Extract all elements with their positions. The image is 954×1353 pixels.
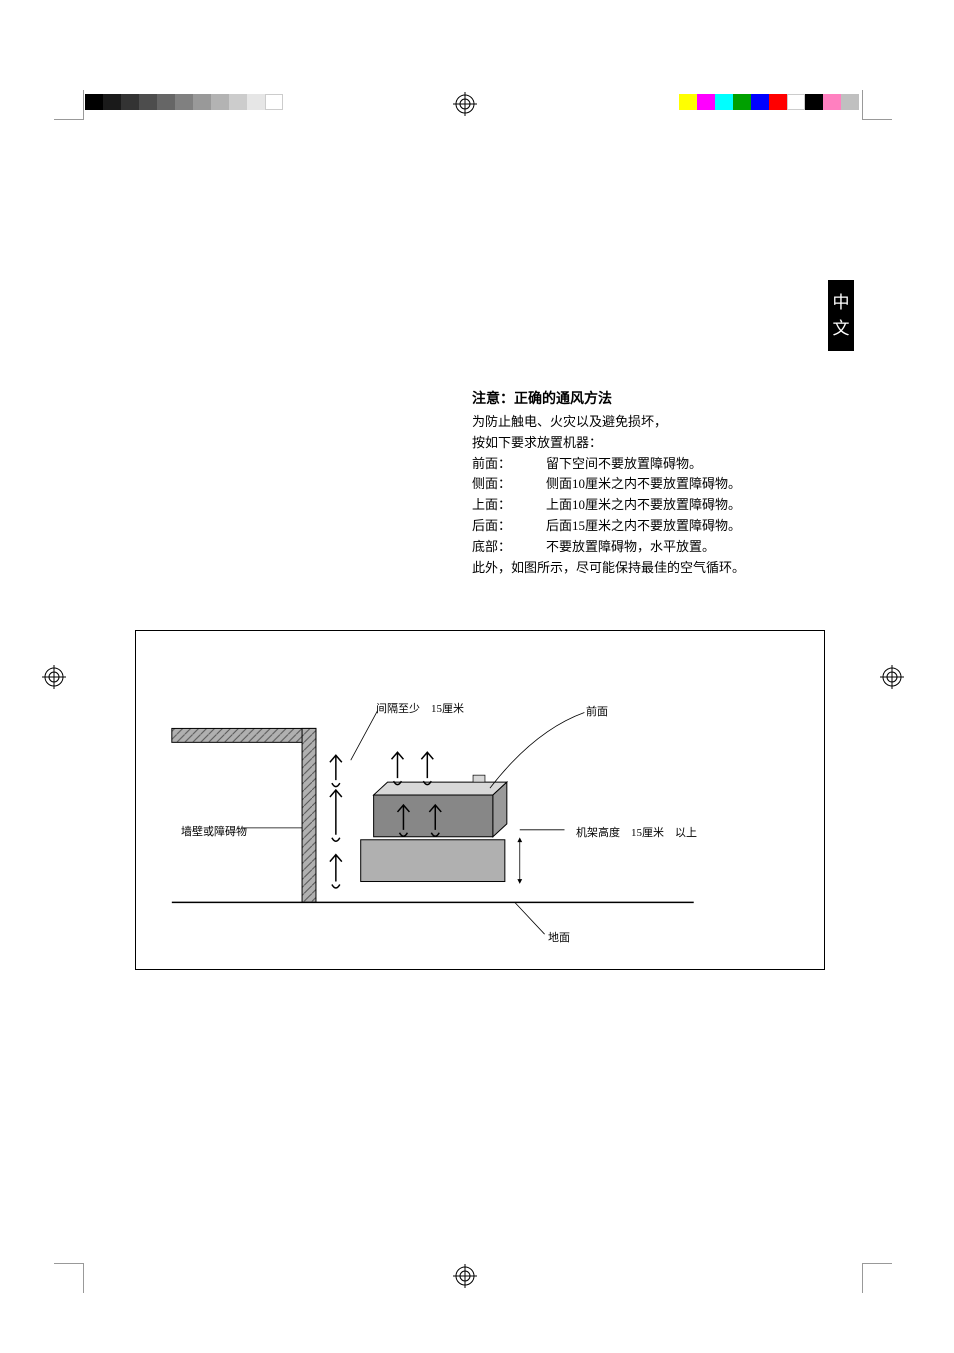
section-heading: 注意：正确的通风方法 [472,388,832,408]
color-swatch [139,94,157,110]
language-tab-char: 中 [830,290,852,316]
crop-mark [862,90,892,120]
crop-mark [54,90,84,120]
color-swatch [733,94,751,110]
diagram-label-floor: 地面 [548,929,570,945]
spec-text: 后面15厘米之内不要放置障碍物。 [546,516,741,537]
language-tab: 中 文 [828,280,854,351]
grayscale-bar [85,94,283,110]
footer-line: 此外，如图所示，尽可能保持最佳的空气循环。 [472,558,832,579]
ventilation-diagram: 间隔至少 15厘米 前面 墙壁或障碍物 机架高度 15厘米 以上 地面 [135,630,825,970]
color-swatch [247,94,265,110]
diagram-label-stand: 机架高度 15厘米 以上 [576,824,697,840]
diagram-label-wall: 墙壁或障碍物 [181,823,247,839]
color-bar [679,94,859,110]
color-swatch [679,94,697,110]
spec-row: 前面：留下空间不要放置障碍物。 [472,454,832,475]
spec-label: 前面： [472,454,546,475]
color-swatch [175,94,193,110]
ventilation-instructions: 注意：正确的通风方法 为防止触电、火灾以及避免损坏， 按如下要求放置机器： 前面… [472,388,832,578]
spec-text: 留下空间不要放置障碍物。 [546,454,702,475]
color-swatch [103,94,121,110]
spec-label: 后面： [472,516,546,537]
crop-mark [862,1263,892,1293]
color-swatch [823,94,841,110]
color-swatch [715,94,733,110]
color-swatch [229,94,247,110]
spec-text: 不要放置障碍物，水平放置。 [546,537,715,558]
spec-row: 上面：上面10厘米之内不要放置障碍物。 [472,495,832,516]
color-swatch [697,94,715,110]
registration-mark-left [42,665,66,689]
registration-mark-bottom [453,1264,477,1288]
color-swatch [805,94,823,110]
color-swatch [85,94,103,110]
language-tab-char: 文 [830,316,852,342]
color-swatch [769,94,787,110]
spec-row: 侧面：侧面10厘米之内不要放置障碍物。 [472,474,832,495]
spec-label: 侧面： [472,474,546,495]
spec-row: 底部：不要放置障碍物，水平放置。 [472,537,832,558]
intro-line: 按如下要求放置机器： [472,433,832,454]
spec-text: 侧面10厘米之内不要放置障碍物。 [546,474,741,495]
diagram-label-gap: 间隔至少 15厘米 [376,700,464,716]
color-swatch [211,94,229,110]
registration-mark-top [453,92,477,116]
color-swatch [121,94,139,110]
color-swatch [193,94,211,110]
spec-row: 后面：后面15厘米之内不要放置障碍物。 [472,516,832,537]
spec-text: 上面10厘米之内不要放置障碍物。 [546,495,741,516]
color-swatch [787,94,805,110]
spec-label: 底部： [472,537,546,558]
intro-line: 为防止触电、火灾以及避免损坏， [472,412,832,433]
color-swatch [841,94,859,110]
registration-mark-right [880,665,904,689]
diagram-label-front: 前面 [586,703,608,719]
crop-mark [54,1263,84,1293]
spec-label: 上面： [472,495,546,516]
color-swatch [157,94,175,110]
color-swatch [751,94,769,110]
color-swatch [265,94,283,110]
